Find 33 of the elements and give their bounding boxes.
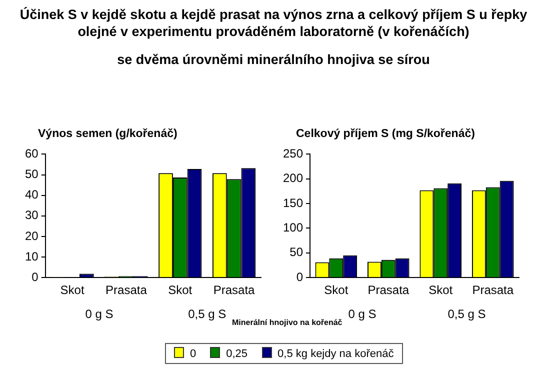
legend-label: 0,5 kg kejdy na kořenáč [276, 347, 394, 360]
y-axis-title: Celkový příjem S (mg S/kořenáč) [296, 128, 476, 142]
text: 0 g S [85, 307, 114, 321]
text: 0,5 g S [188, 307, 226, 321]
y-tick-label: 50 [290, 245, 304, 260]
x-tick-label: Prasata [106, 283, 148, 298]
y-tick-label: 250 [282, 146, 304, 161]
x-tick-label: Skot [168, 283, 193, 298]
chart-title: Účinek S v kejdě skotu a kejdě prasat na výnos zrna a celkový příjem S u řepky olejné v experimentu prováděném laboratorně (v kořenáčích) [18, 6, 528, 40]
x-tick-label: Prasata [472, 283, 514, 298]
y-tick-label: 0 [32, 270, 39, 284]
y-tick-label: 60 [24, 146, 39, 161]
x-tick-label: Prasata [213, 283, 256, 298]
text: 0,5 g S [448, 307, 486, 321]
legend-label: 0 [189, 347, 196, 360]
x-axis-title: Minerální hnojivo na kořenáč [232, 318, 342, 327]
x-tick-label: Prasata [368, 283, 410, 298]
x-tick-label: Skot [428, 283, 454, 298]
y-tick-label: 100 [282, 220, 304, 235]
y-tick-label: 200 [282, 171, 304, 186]
y-tick-label: 150 [282, 196, 304, 210]
y-tick-label: 30 [24, 208, 39, 222]
y-tick-label: 10 [24, 249, 39, 264]
x-tick-label: Skot [324, 283, 349, 298]
legend-label: 0,25 [225, 347, 248, 360]
y-tick-label: 0 [296, 270, 304, 284]
y-tick-label: 20 [24, 228, 39, 243]
text: 0 g S [348, 307, 376, 321]
chart-subtitle: se dvěma úrovněmi minerálního hnojiva se sírou [116, 52, 431, 67]
y-tick-label: 40 [24, 188, 39, 202]
y-axis-title: Výnos semen (g/kořenáč) [38, 128, 178, 142]
y-tick-label: 50 [24, 167, 39, 182]
x-tick-label: Skot [60, 283, 85, 298]
